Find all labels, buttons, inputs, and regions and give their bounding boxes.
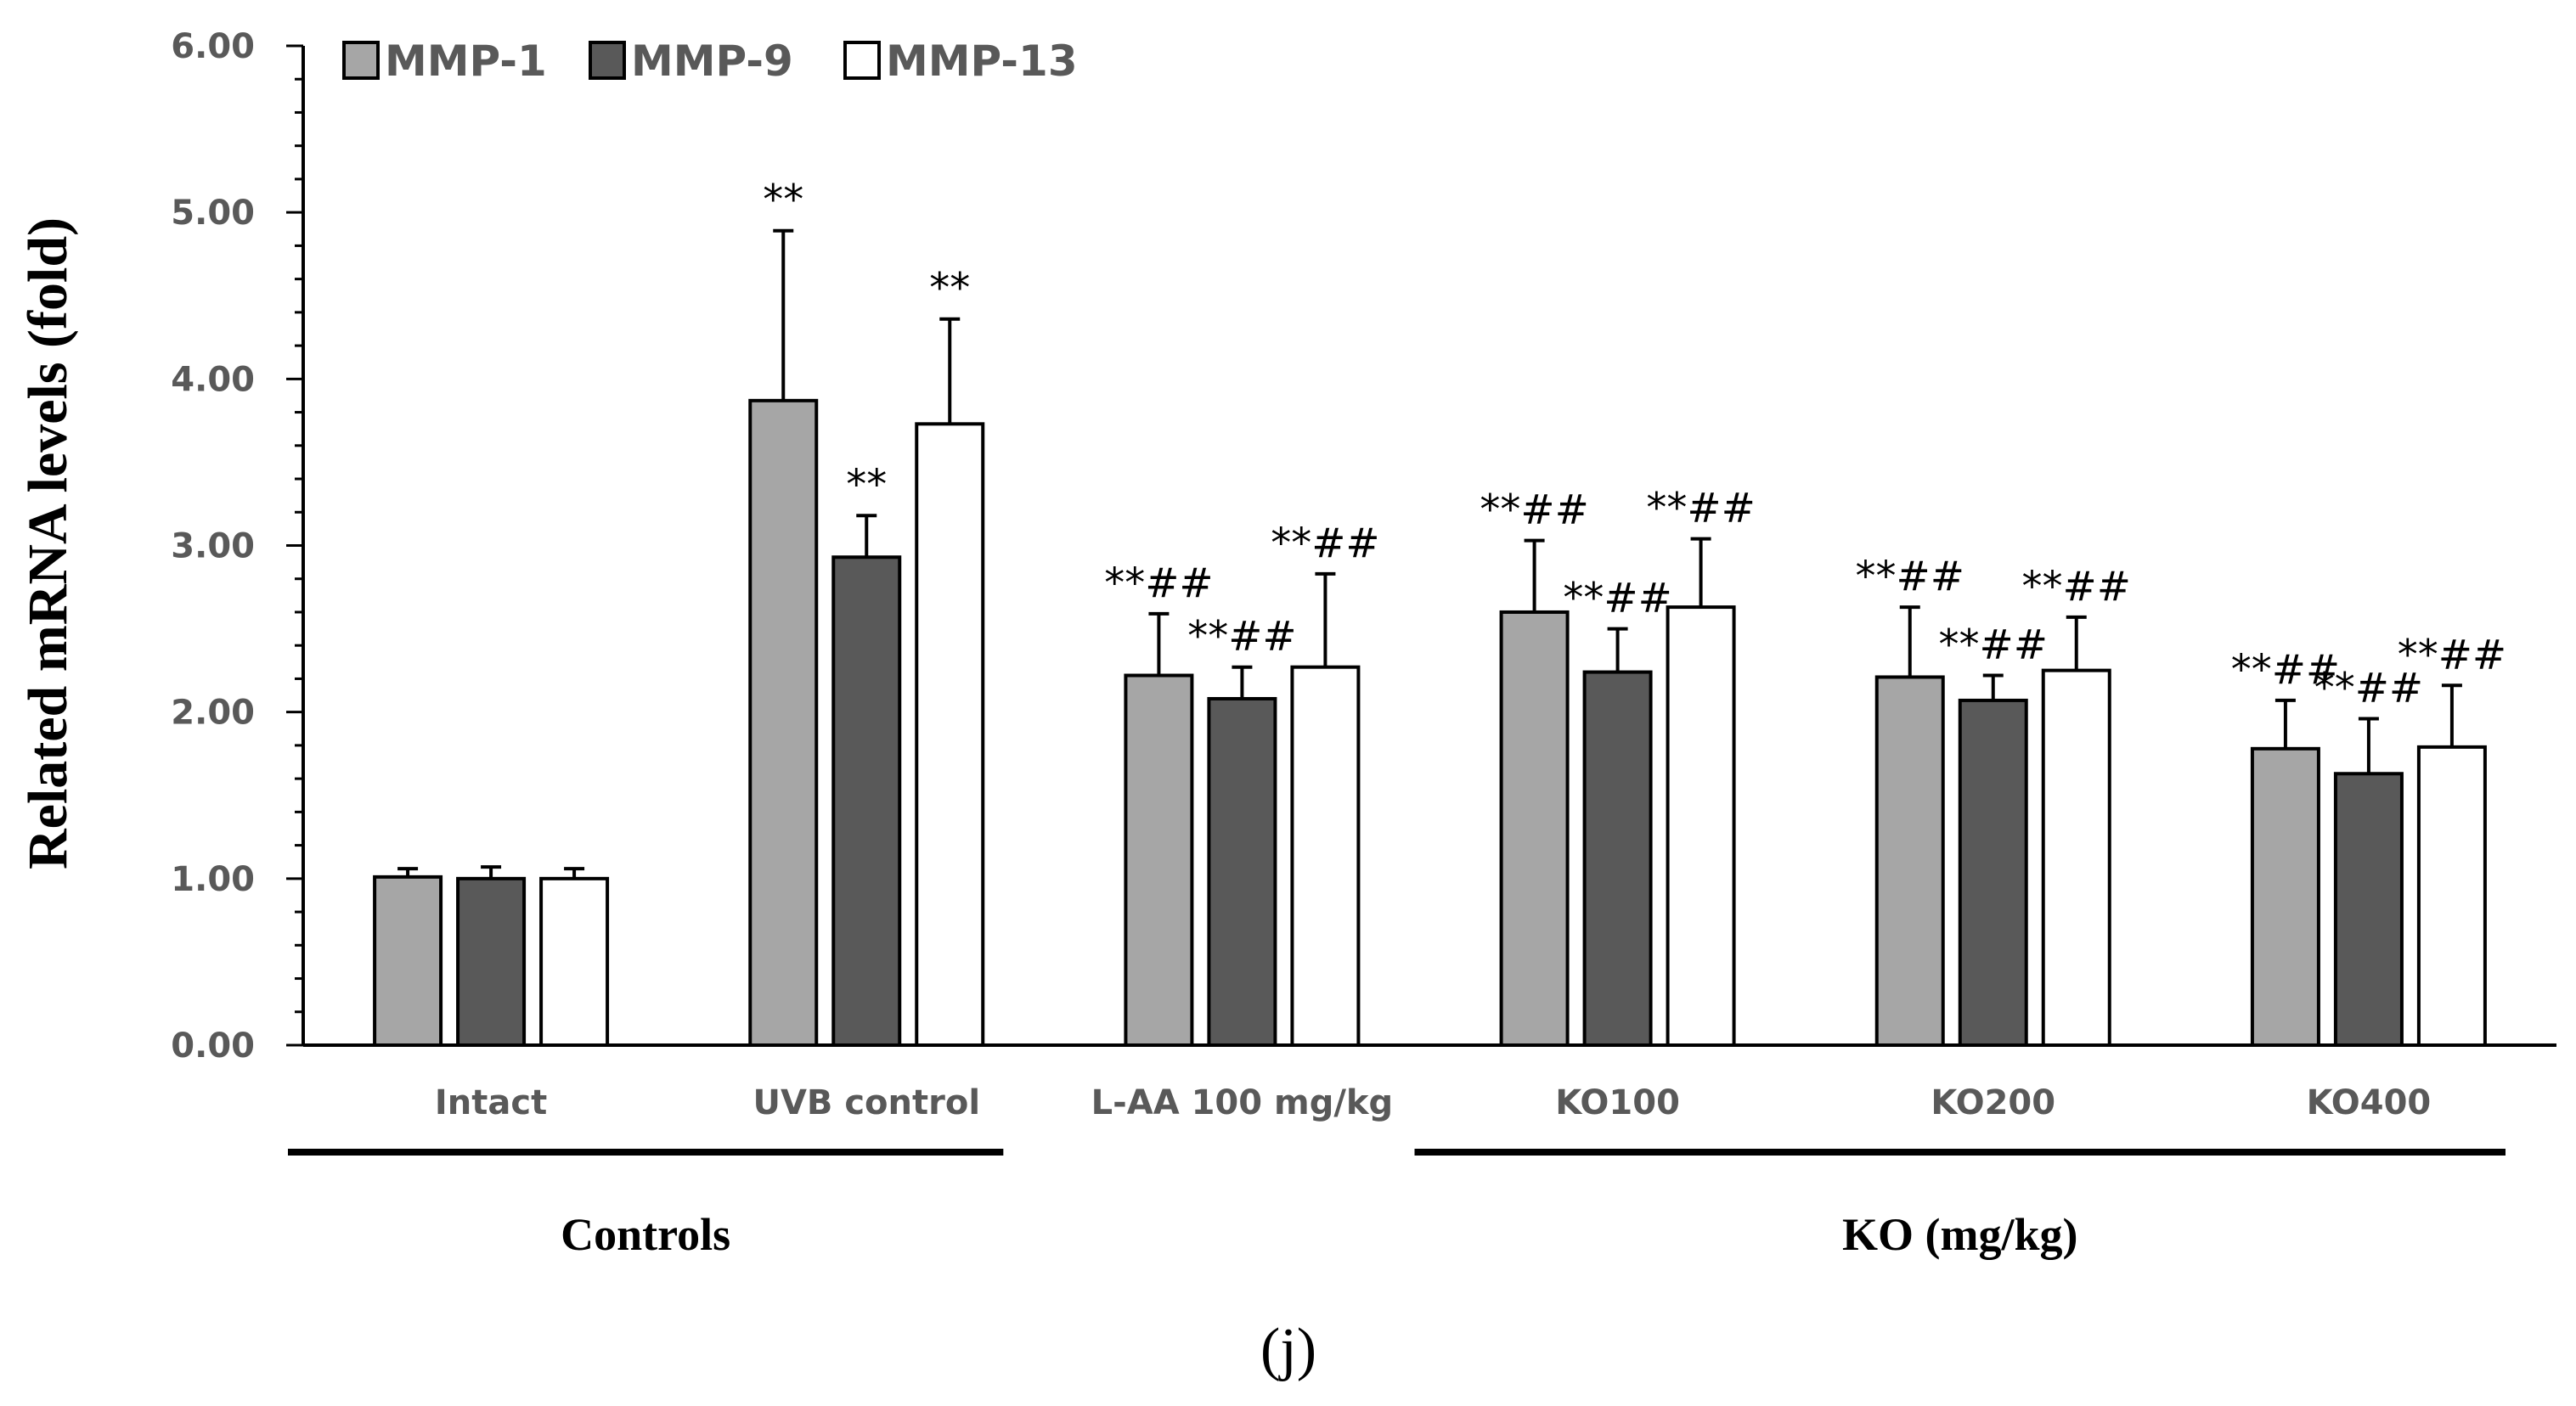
y-tick-label: 1.00 <box>171 860 255 899</box>
significance-annotation: **## <box>1104 560 1213 607</box>
significance-annotation: **## <box>1856 553 1964 600</box>
y-tick-label: 0.00 <box>171 1026 255 1066</box>
bar <box>1582 670 1653 1047</box>
group-brackets: Controls KO (mg/kg) <box>288 1149 2506 1260</box>
legend-swatch <box>589 41 626 80</box>
significance-annotation: ** <box>929 265 970 312</box>
bar <box>2250 746 2320 1047</box>
bar <box>1124 673 1194 1047</box>
significance-annotation: **## <box>1187 613 1296 661</box>
legend-label: MMP-9 <box>631 37 793 86</box>
bar <box>456 876 527 1048</box>
significance-annotation: **## <box>2314 665 2423 712</box>
x-category-label: KO100 <box>1555 1083 1680 1122</box>
bar <box>1874 675 1945 1047</box>
legend-swatch <box>342 41 380 80</box>
x-category-label: L-AA 100 mg/kg <box>1091 1083 1394 1122</box>
bar <box>1666 605 1736 1047</box>
significance-annotation: **## <box>2398 631 2506 678</box>
y-tick-label: 2.00 <box>171 694 255 733</box>
significance-annotation: **## <box>1563 575 1671 622</box>
y-tick-label: 6.00 <box>171 27 255 66</box>
bar <box>539 876 610 1048</box>
bar <box>915 422 985 1047</box>
significance-annotation: **## <box>1939 621 2048 669</box>
significance-annotation: ** <box>846 461 887 509</box>
legend-label: MMP-1 <box>385 37 547 86</box>
bar <box>2333 772 2404 1048</box>
y-tick-label: 3.00 <box>171 527 255 566</box>
significance-annotation: **## <box>1480 486 1588 534</box>
significance-annotation: **## <box>1271 520 1379 567</box>
y-tick-label: 4.00 <box>171 360 255 399</box>
bar <box>2416 745 2487 1048</box>
legend: MMP-1 MMP-9 MMP-13 <box>342 37 1078 86</box>
y-axis-label: Related mRNA levels (fold) <box>17 217 79 869</box>
panel-label: (j) <box>1260 1317 1316 1382</box>
x-category-label: KO200 <box>1931 1083 2055 1122</box>
bar <box>1290 665 1361 1047</box>
significance-annotation: **## <box>1646 485 1755 532</box>
y-tick-label: 5.00 <box>171 194 255 233</box>
x-category-label: KO400 <box>2307 1083 2432 1122</box>
x-category-label: Intact <box>435 1083 547 1122</box>
axes: 0.00 1.00 2.00 3.00 4.00 5.00 6.00 Intact UVB co… <box>171 27 2556 1122</box>
bars: ****##**##**##**##****##**##**##**##****… <box>373 177 2506 1048</box>
bar <box>2041 668 2111 1047</box>
significance-annotation: ** <box>763 177 803 224</box>
bar <box>831 555 902 1047</box>
significance-annotation: **## <box>2231 646 2340 694</box>
bar <box>1207 696 1277 1047</box>
legend-swatch <box>843 41 881 80</box>
bar <box>1958 698 2028 1047</box>
bar <box>1499 610 1570 1047</box>
group-label: KO (mg/kg) <box>1842 1209 2078 1260</box>
group-label: Controls <box>561 1209 730 1260</box>
significance-annotation: **## <box>2022 563 2131 610</box>
bar <box>373 875 443 1048</box>
legend-label: MMP-13 <box>886 37 1078 86</box>
x-category-label: UVB control <box>753 1083 980 1122</box>
bar <box>748 398 819 1047</box>
